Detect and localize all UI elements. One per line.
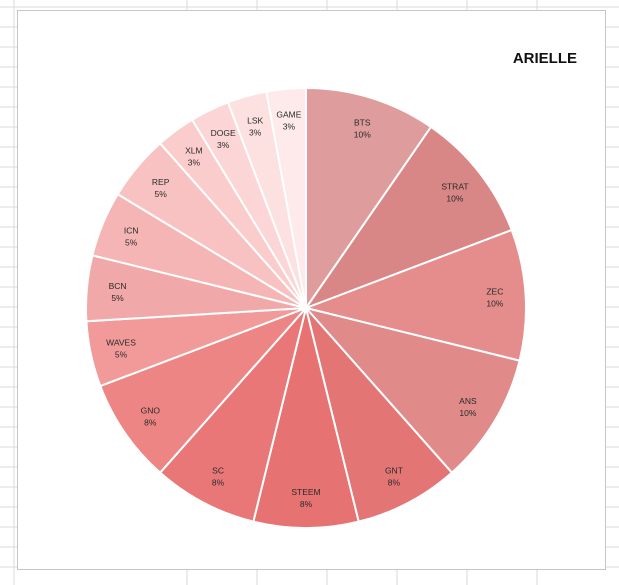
slice-label-ans: ANS [459, 396, 477, 406]
pie-slice-gno[interactable] [99, 307, 307, 475]
chart-area[interactable]: ARIELLE BTS 10% STRAT 10% ZEC 10% ANS 10% GNT 8% S… [17, 10, 606, 570]
slice-percent-rep: 5% [155, 189, 168, 199]
slice-percent-strat: 10% [446, 193, 463, 203]
slice-label-sc: SC [212, 466, 224, 476]
slice-percent-waves: 5% [115, 350, 128, 360]
slice-percent-icn: 5% [125, 238, 138, 248]
slice-percent-steem: 8% [300, 499, 313, 509]
slice-percent-xlm: 3% [188, 158, 201, 168]
pie-slice-strat[interactable] [303, 125, 513, 311]
pie-slice-bts[interactable] [305, 86, 433, 312]
pie-slice-steem[interactable] [252, 307, 360, 529]
pie-slices [85, 86, 527, 529]
slice-label-game: GAME [276, 110, 301, 120]
slice-label-icn: ICN [124, 226, 139, 236]
slice-label-rep: REP [152, 177, 170, 187]
pie-slice-game[interactable] [265, 86, 307, 309]
slice-label-gnt: GNT [385, 466, 403, 476]
pie-slice-zec[interactable] [302, 228, 527, 362]
slice-label-waves: WAVES [106, 338, 136, 348]
slice-label-steem: STEEM [291, 487, 320, 497]
slice-percent-doge: 3% [217, 140, 230, 150]
slice-label-strat: STRAT [441, 181, 468, 191]
slice-label-xlm: XLM [185, 146, 202, 156]
slice-percent-sc: 8% [212, 478, 225, 488]
slice-label-doge: DOGE [211, 128, 236, 138]
slice-percent-zec: 10% [486, 299, 503, 309]
pie-slice-sc[interactable] [158, 307, 307, 523]
slice-percent-gnt: 8% [388, 478, 401, 488]
pie-slice-gnt[interactable] [305, 307, 454, 523]
slice-label-zec: ZEC [486, 287, 503, 297]
chart-title: ARIELLE [512, 50, 577, 67]
pie-labels: BTS 10% STRAT 10% ZEC 10% ANS 10% GNT 8% STEEM 8% SC… [106, 110, 504, 510]
slice-percent-lsk: 3% [249, 128, 262, 138]
slice-label-gno: GNO [141, 405, 161, 415]
pie-chart: BTS 10% STRAT 10% ZEC 10% ANS 10% GNT 8% STEEM 8% SC… [85, 86, 527, 529]
slice-percent-ans: 10% [459, 408, 476, 418]
slice-percent-game: 3% [283, 122, 296, 132]
slice-percent-bcn: 5% [111, 293, 124, 303]
slice-percent-gno: 8% [144, 417, 157, 427]
slice-label-lsk: LSK [247, 116, 263, 126]
slice-percent-bts: 10% [354, 129, 371, 139]
slice-label-bcn: BCN [109, 281, 127, 291]
slice-label-bts: BTS [354, 117, 371, 127]
pie-slice-ans[interactable] [303, 306, 521, 475]
